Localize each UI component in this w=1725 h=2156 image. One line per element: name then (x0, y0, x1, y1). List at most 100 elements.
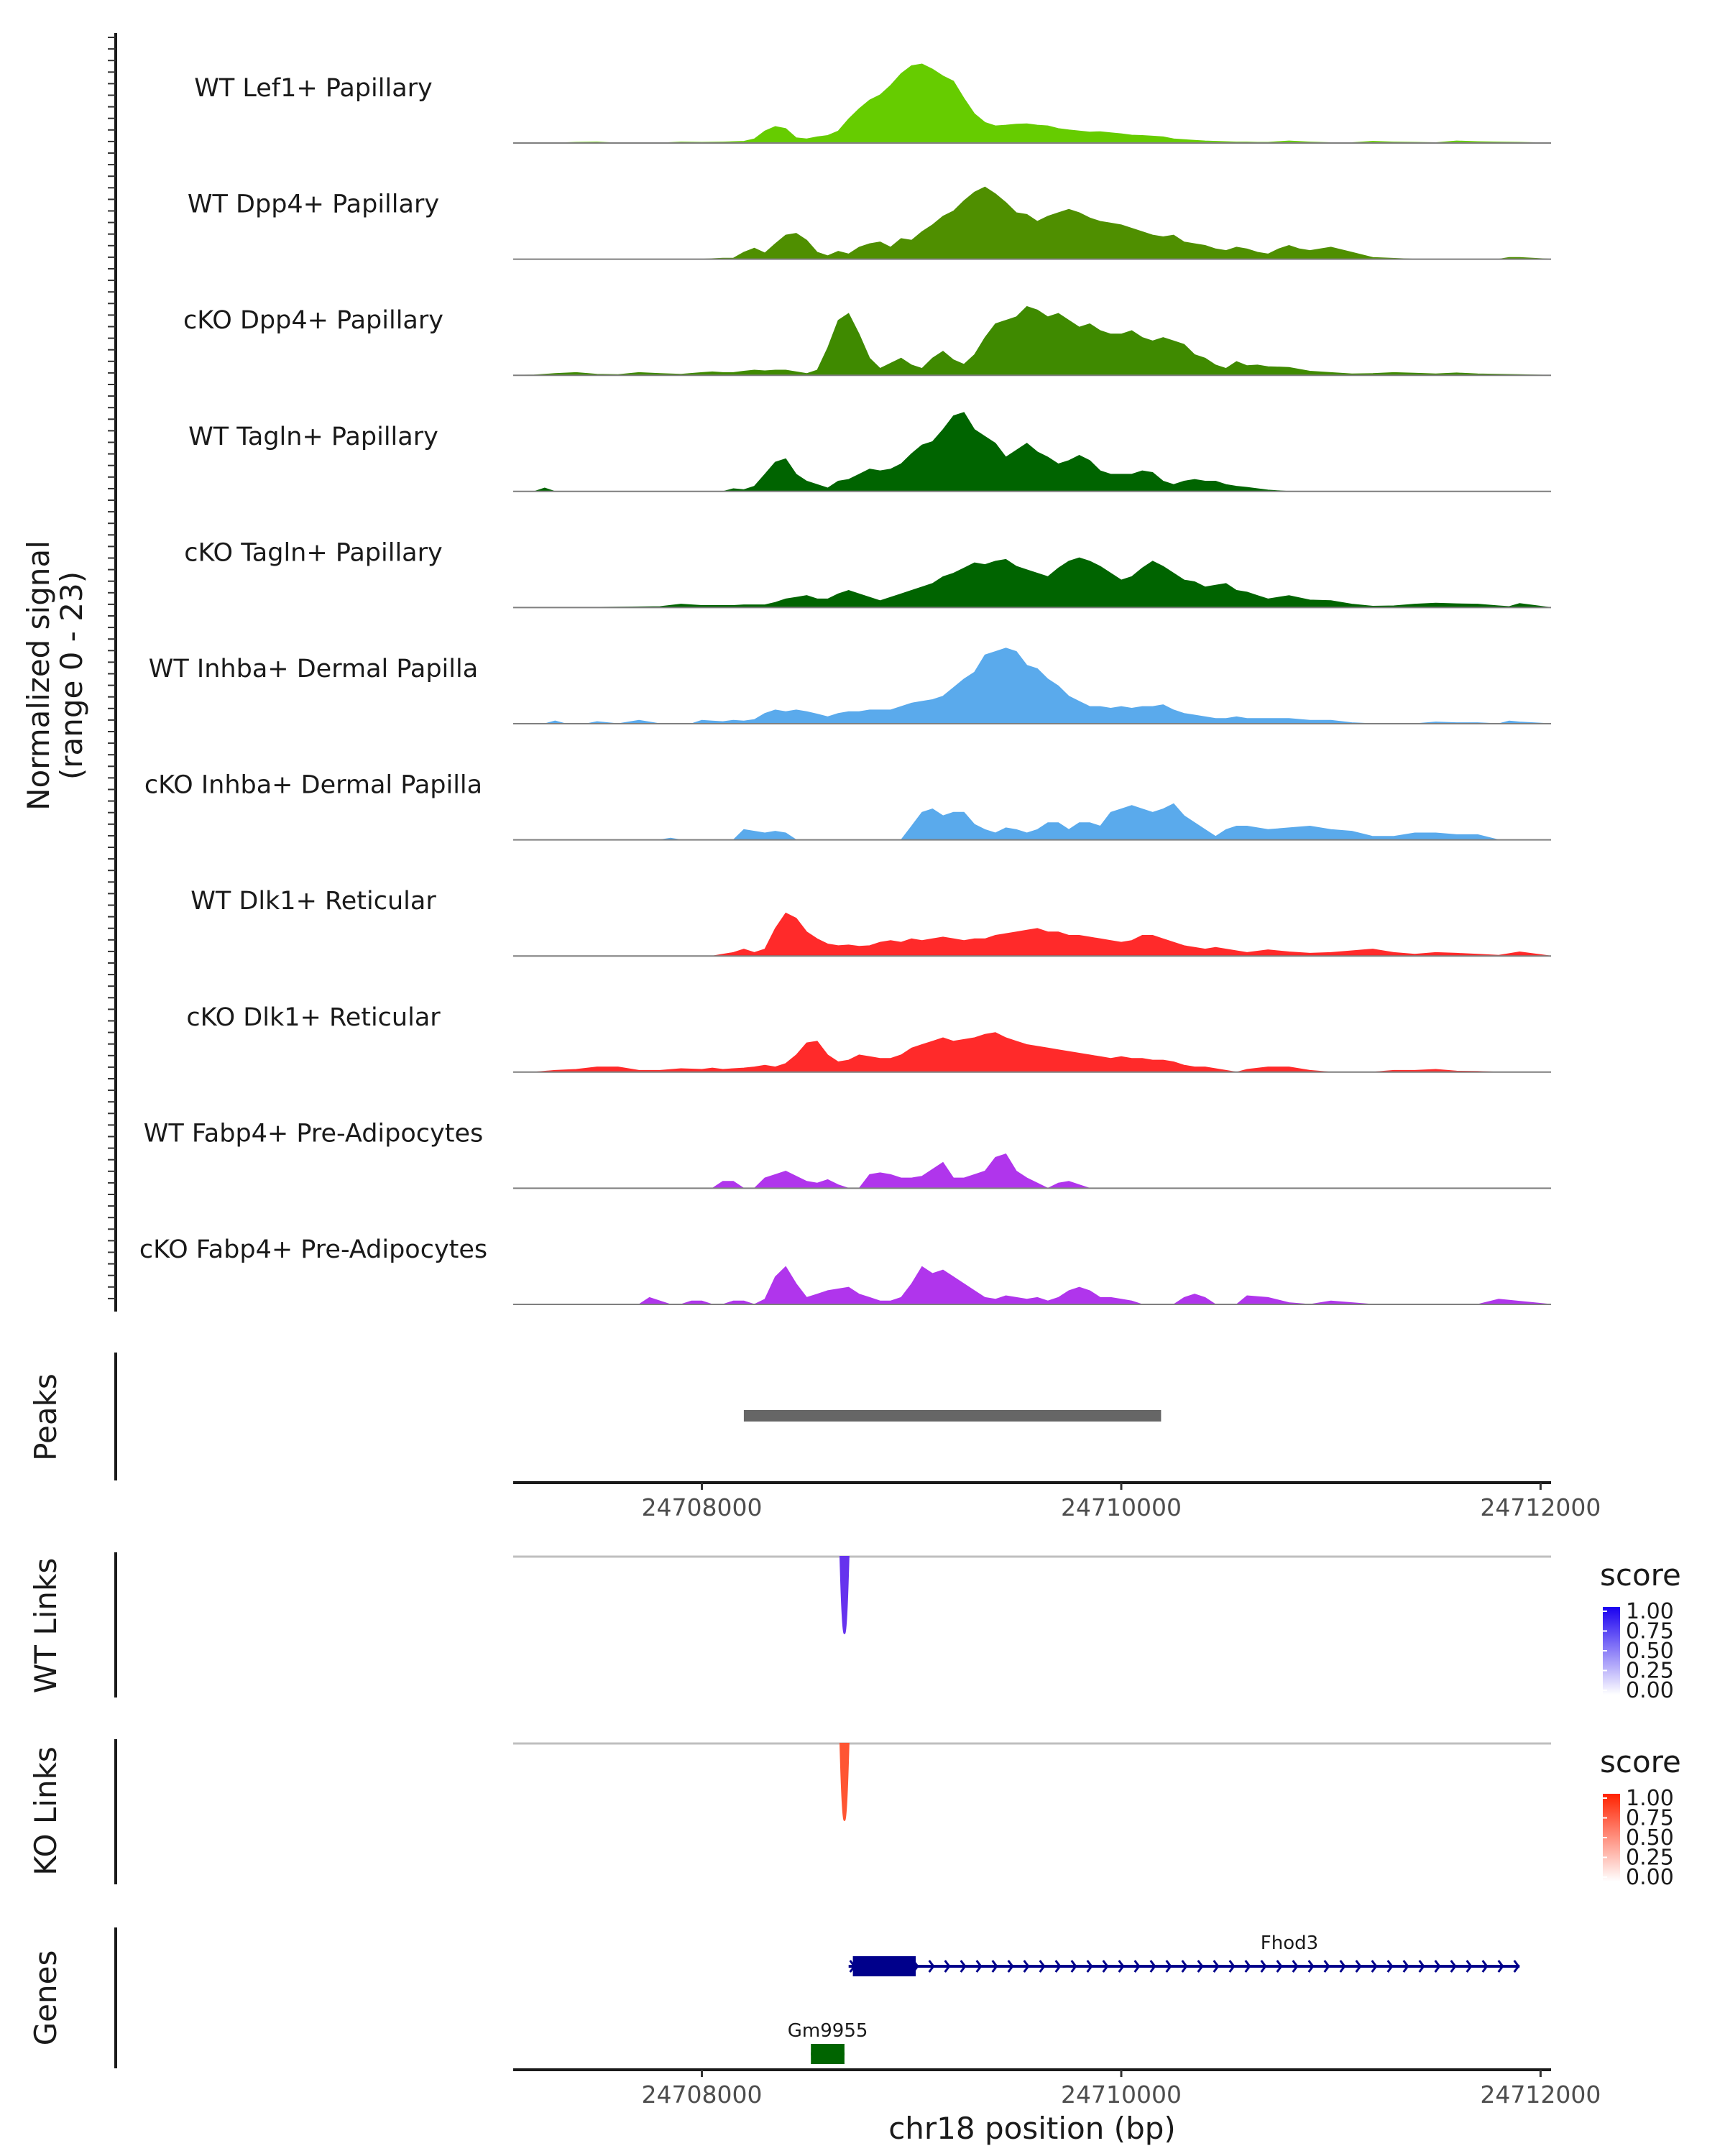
strand-arrow (1355, 1960, 1362, 1973)
ko-links-panel (513, 1742, 1551, 1821)
gene-model: Gm9955 (788, 2020, 868, 2064)
legend-tick-label: 0.50 (1626, 1825, 1674, 1851)
strand-arrow (1086, 1960, 1093, 1973)
strand-arrow (1339, 1960, 1346, 1973)
wt-legend-title: score (1600, 1557, 1681, 1593)
strand-arrow (1054, 1960, 1062, 1973)
wt-links-panel (513, 1555, 1551, 1634)
strand-arrow (1402, 1960, 1409, 1973)
strand-arrow (1276, 1960, 1283, 1973)
strand-arrow (1118, 1960, 1125, 1973)
strand-arrow (1323, 1960, 1330, 1973)
coverage-area (513, 186, 1552, 260)
x-tick-label: 24710000 (1061, 2081, 1182, 2109)
coverage-tracks: WT Lef1+ Papillary WT Dpp4+ Papillary cKO … (139, 63, 1552, 1305)
legend-tick-label: 1.00 (1626, 1599, 1674, 1624)
gene-label: Gm9955 (788, 2020, 868, 2042)
strand-arrow (975, 1960, 983, 1973)
link-arc (839, 1743, 850, 1821)
coverage-track: WT Dpp4+ Papillary (188, 186, 1552, 260)
wt-links-legend: score 1.000.750.500.250.00 (1600, 1557, 1681, 1703)
coverage-area (513, 557, 1552, 608)
link-arc (839, 1556, 850, 1634)
strand-arrow (1481, 1960, 1489, 1973)
strand-arrow (1244, 1960, 1251, 1973)
strand-arrow (944, 1960, 951, 1973)
coverage-track: WT Fabp4+ Pre-Adipocytes (144, 1119, 1551, 1189)
coverage-track: cKO Fabp4+ Pre-Adipocytes (139, 1235, 1552, 1305)
legend-tick-label: 0.00 (1626, 1678, 1674, 1703)
genes-panel: Fhod3 Gm9955 (788, 1932, 1520, 2064)
coverage-track-label: cKO Inhba+ Dermal Papilla (144, 771, 482, 800)
coverage-area (513, 1032, 1551, 1073)
coverage-area (513, 803, 1551, 841)
wt-legend-ticks: 1.000.750.500.250.00 (1603, 1599, 1674, 1703)
coverage-track-label: WT Lef1+ Papillary (194, 74, 433, 103)
strand-arrow (1181, 1960, 1188, 1973)
coverage-ylabel-line2: (range 0 - 23) (54, 571, 89, 780)
coverage-track-label: WT Dlk1+ Reticular (190, 887, 436, 916)
coverage-track-label: cKO Dpp4+ Papillary (183, 306, 443, 335)
x-axis-title: chr18 position (bp) (888, 2111, 1176, 2146)
peaks-x-ticks: 24708000 24710000 24712000 (642, 1483, 1601, 1521)
legend-tick-label: 1.00 (1626, 1786, 1674, 1811)
peak-region (743, 1410, 1162, 1422)
coverage-track-label: cKO Dlk1+ Reticular (186, 1003, 441, 1032)
legend-tick-label: 0.75 (1626, 1619, 1674, 1644)
strand-arrow (1466, 1960, 1473, 1973)
x-tick-label: 24712000 (1480, 2081, 1601, 2109)
strand-arrow (1434, 1960, 1441, 1973)
coverage-track: WT Tagln+ Papillary (188, 412, 1551, 492)
strand-arrow (991, 1960, 998, 1973)
ko-legend-title: score (1600, 1744, 1681, 1779)
coverage-track-label: WT Fabp4+ Pre-Adipocytes (144, 1119, 483, 1148)
strand-arrow (1102, 1960, 1109, 1973)
strand-arrow (960, 1960, 967, 1973)
strand-arrow (1228, 1960, 1236, 1973)
strand-arrow (1039, 1960, 1046, 1973)
x-tick-label: 24708000 (642, 1493, 763, 1521)
ko-legend-ticks: 1.000.750.500.250.00 (1603, 1786, 1674, 1890)
coverage-track: WT Dlk1+ Reticular (190, 887, 1552, 957)
strand-arrow (1197, 1960, 1204, 1973)
coverage-track: WT Lef1+ Papillary (194, 63, 1552, 144)
strand-arrow (1165, 1960, 1172, 1973)
strand-arrow (1133, 1960, 1141, 1973)
strand-arrow (1023, 1960, 1030, 1973)
legend-tick-label: 0.25 (1626, 1659, 1674, 1684)
genes-ylabel: Genes (28, 1950, 63, 2046)
strand-arrow (1497, 1960, 1504, 1973)
genes-x-ticks: 24708000 24710000 24712000 (642, 2070, 1601, 2109)
coverage-area (513, 63, 1552, 144)
ko-links-ylabel: KO Links (28, 1746, 63, 1876)
peaks-panel (743, 1410, 1162, 1422)
coverage-track-label: cKO Tagln+ Papillary (184, 538, 443, 567)
coverage-area (513, 1153, 1551, 1189)
coverage-track-label: WT Inhba+ Dermal Papilla (149, 655, 478, 683)
strand-arrow (1371, 1960, 1378, 1973)
x-tick-label: 24708000 (642, 2081, 763, 2109)
coverage-track-label: WT Tagln+ Papillary (188, 423, 438, 451)
gene-exon (811, 2044, 845, 2064)
strand-arrow (1070, 1960, 1077, 1973)
gene-label: Fhod3 (1261, 1932, 1318, 1954)
strand-arrow (1418, 1960, 1425, 1973)
strand-arrow (1260, 1960, 1267, 1973)
legend-tick-label: 0.25 (1626, 1846, 1674, 1871)
gene-exon (852, 1956, 916, 1976)
strand-arrow (1213, 1960, 1220, 1973)
coverage-y-ticks (108, 37, 116, 1299)
strand-arrow (1149, 1960, 1156, 1973)
coverage-area (513, 912, 1552, 957)
coverage-area (513, 412, 1551, 492)
coverage-track: WT Inhba+ Dermal Papilla (149, 648, 1552, 724)
coverage-track-label: cKO Fabp4+ Pre-Adipocytes (139, 1235, 487, 1264)
legend-tick-label: 0.00 (1626, 1865, 1674, 1890)
coverage-track: cKO Dpp4+ Papillary (183, 305, 1552, 377)
strand-arrow (1007, 1960, 1014, 1973)
coverage-track: cKO Tagln+ Papillary (184, 538, 1552, 609)
strand-arrow (928, 1960, 935, 1973)
coverage-area (513, 1266, 1552, 1305)
x-tick-label: 24712000 (1480, 1493, 1601, 1521)
